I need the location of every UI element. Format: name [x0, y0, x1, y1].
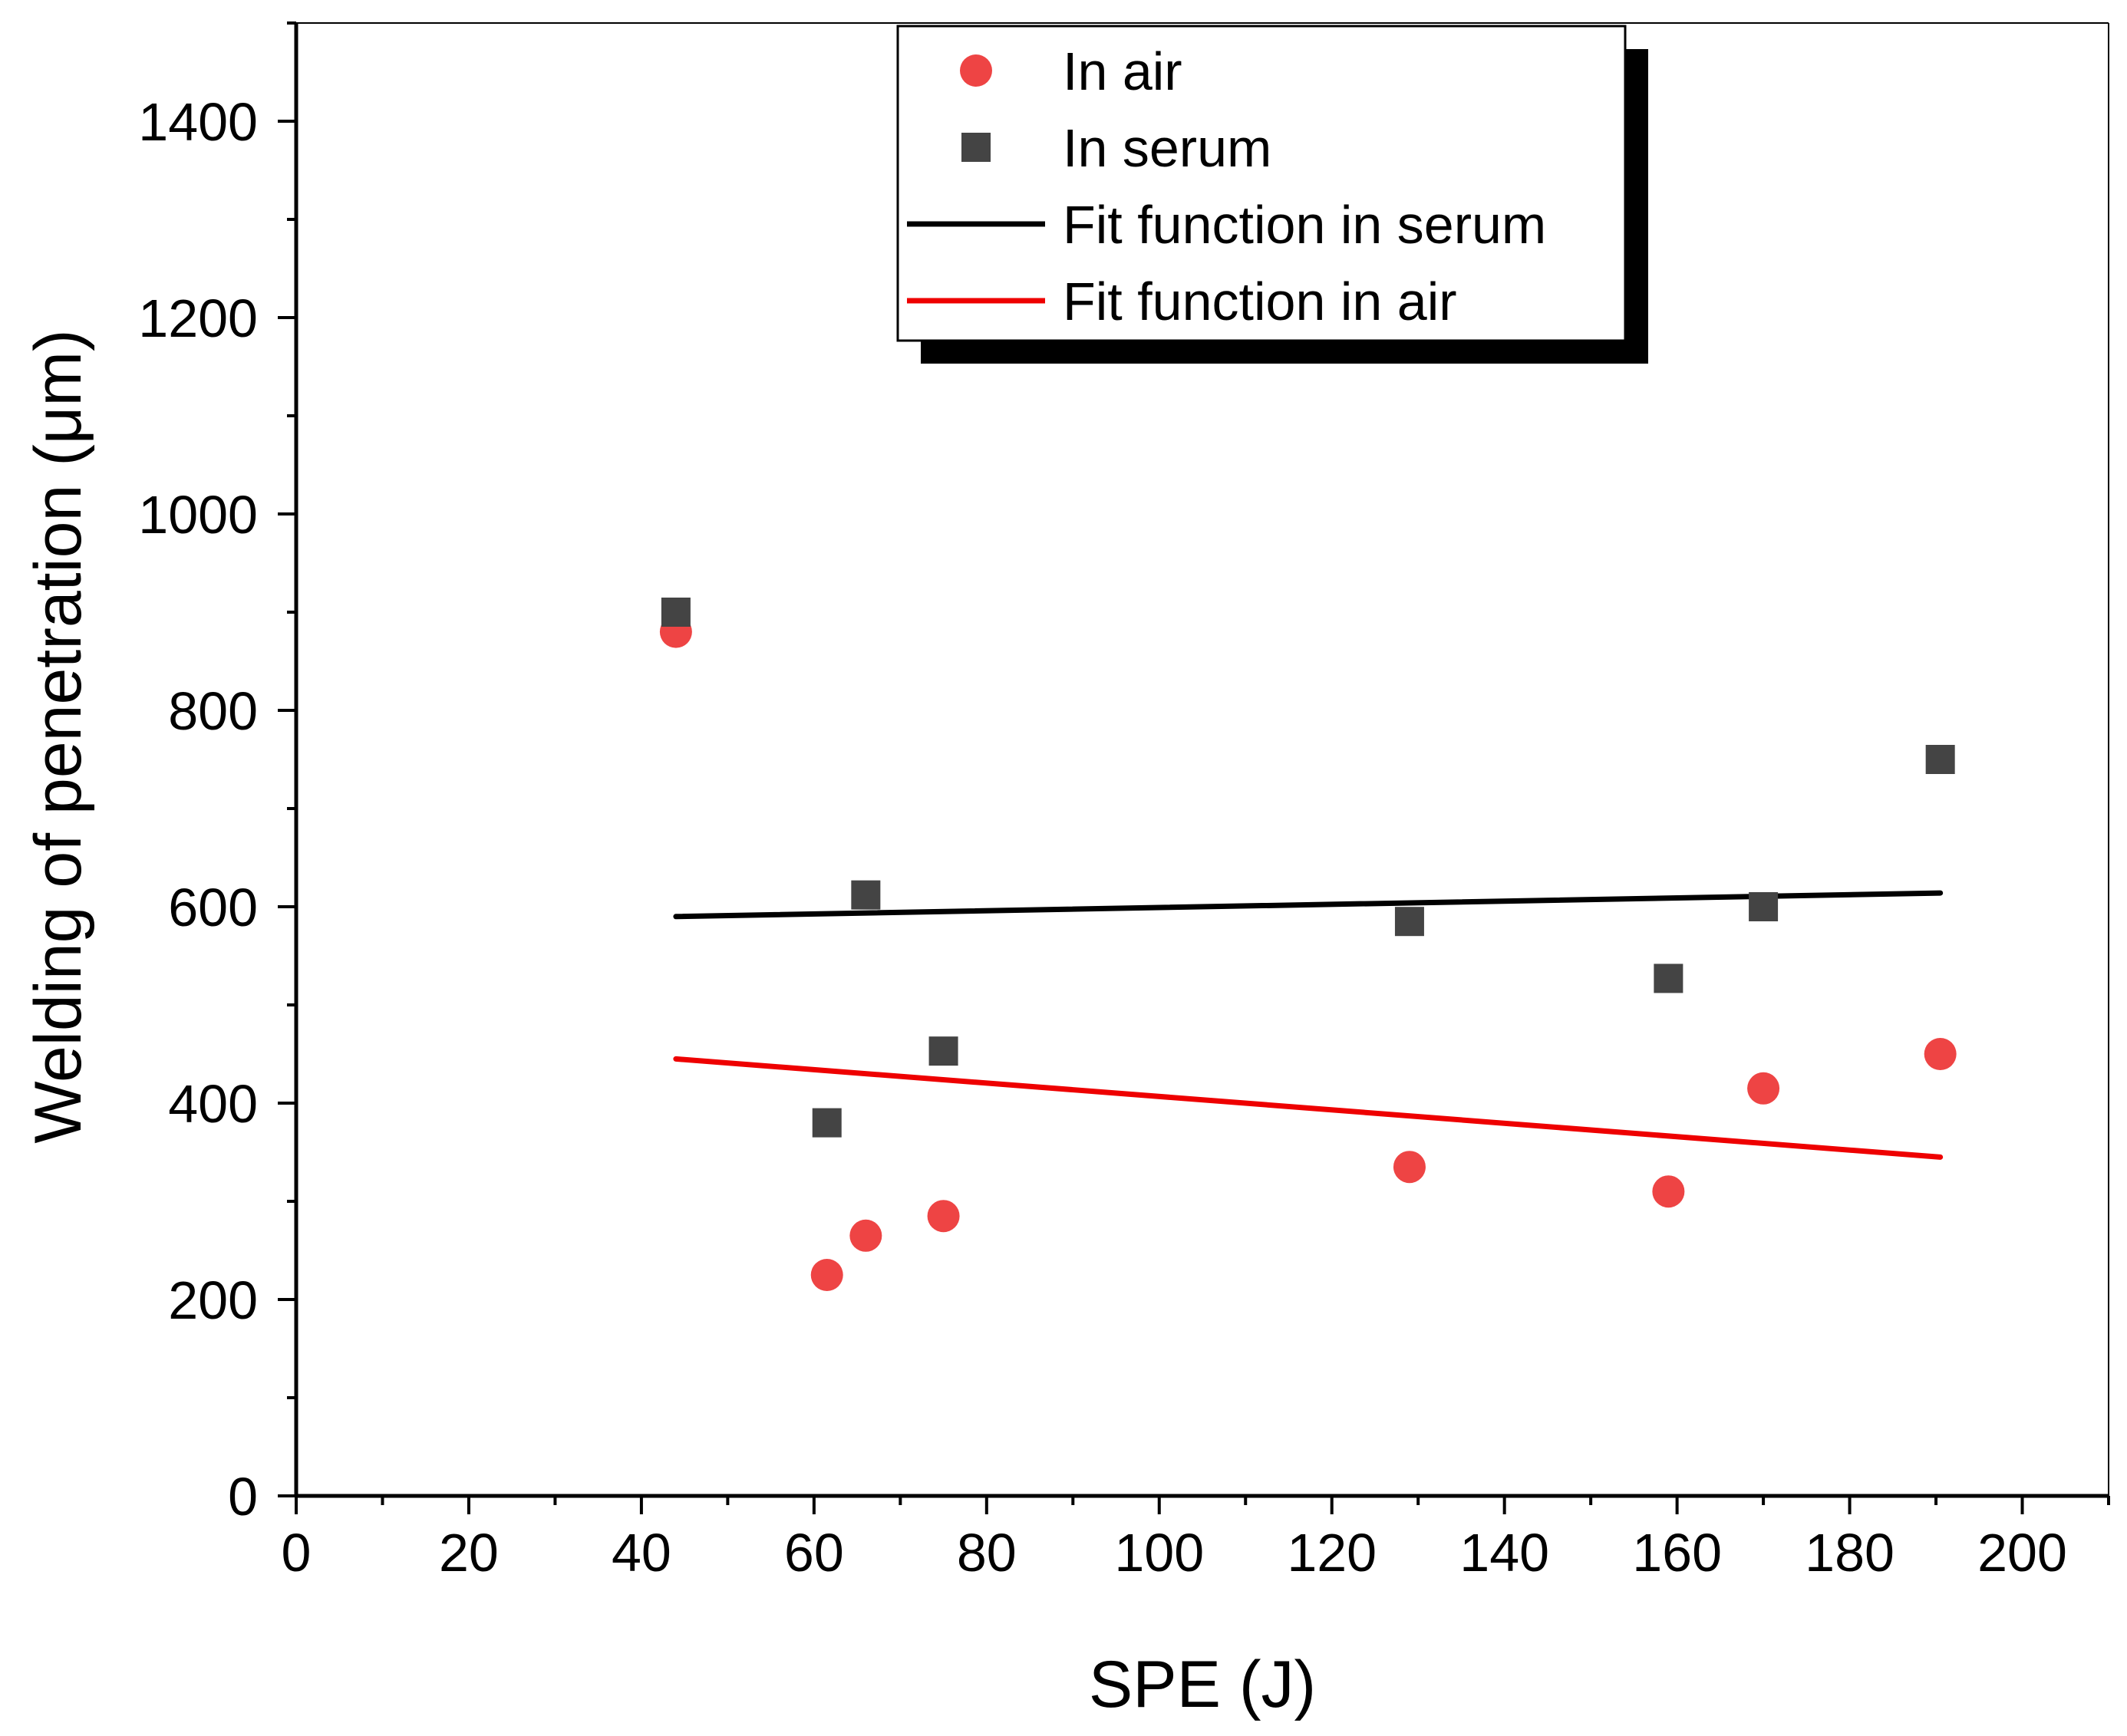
point-in-serum — [1925, 745, 1955, 774]
point-in-serum — [1394, 907, 1424, 937]
point-in-serum — [851, 880, 881, 910]
x-tick-label: 60 — [784, 1523, 844, 1583]
x-tick-label: 140 — [1459, 1523, 1549, 1583]
point-in-air — [1652, 1175, 1685, 1208]
legend: In air In serum Fit function in serum Fi… — [896, 25, 1648, 364]
point-in-serum — [812, 1108, 842, 1138]
x-tick-label: 40 — [612, 1523, 671, 1583]
point-in-serum — [1654, 964, 1683, 993]
y-tick-label: 1400 — [138, 92, 258, 152]
x-tick-label: 0 — [282, 1523, 312, 1583]
x-tick-label: 20 — [439, 1523, 499, 1583]
legend-marker-in-air — [960, 54, 992, 87]
x-tick-label: 120 — [1287, 1523, 1377, 1583]
data-points — [659, 598, 1957, 1291]
point-in-air — [1924, 1038, 1957, 1070]
y-tick-label: 1200 — [138, 288, 258, 348]
y-tick-label: 600 — [168, 878, 258, 937]
legend-label-in-air: In air — [1063, 41, 1182, 101]
y-tick-label: 1000 — [138, 485, 258, 545]
x-axis-title: SPE (J) — [1089, 1648, 1316, 1721]
point-in-air — [927, 1200, 960, 1233]
legend-box — [896, 25, 1627, 342]
y-tick-label: 0 — [228, 1467, 258, 1527]
legend-label-fit-air: Fit function in air — [1063, 272, 1457, 331]
y-tick-label: 200 — [168, 1270, 258, 1330]
legend-label-fit-serum: Fit function in serum — [1063, 195, 1546, 255]
legend-label-in-serum: In serum — [1063, 118, 1271, 178]
x-tick-label: 100 — [1114, 1523, 1204, 1583]
point-in-air — [849, 1219, 882, 1252]
y-tick-label: 400 — [168, 1074, 258, 1134]
x-tick-label: 200 — [1977, 1523, 2067, 1583]
axes: 0 20 40 60 80 100 120 140 160 180 200 0 200 400 600 800… — [138, 21, 2110, 1583]
point-in-air — [810, 1259, 843, 1291]
legend-marker-in-serum — [961, 133, 991, 162]
point-in-serum — [661, 598, 691, 627]
y-tick-label: 800 — [168, 681, 258, 741]
point-in-air — [1393, 1151, 1426, 1184]
point-in-serum — [1749, 892, 1779, 921]
point-in-air — [1747, 1072, 1780, 1105]
x-tick-label: 80 — [957, 1523, 1017, 1583]
fit-lines — [673, 890, 1944, 1160]
point-in-serum — [928, 1036, 958, 1066]
x-tick-label: 180 — [1805, 1523, 1895, 1583]
fit-line-fit-function-in-air — [673, 1056, 1944, 1160]
fit-line-fit-function-in-serum — [673, 890, 1944, 920]
x-tick-label: 160 — [1632, 1523, 1722, 1583]
y-axis-title: Welding of penetration (μm) — [21, 329, 95, 1143]
